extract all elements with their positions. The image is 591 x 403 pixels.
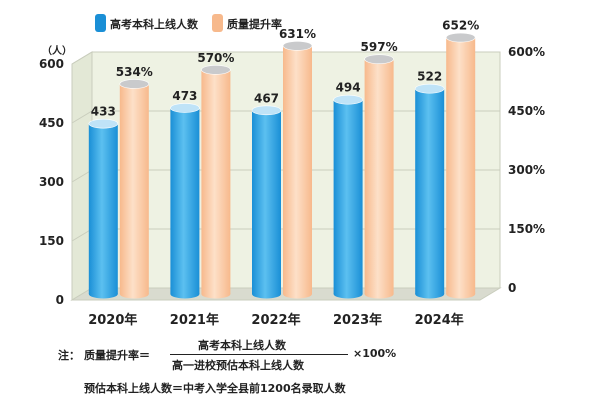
cylinder-top (201, 65, 231, 75)
cylinder-top (333, 94, 363, 105)
gridline (71, 110, 500, 124)
bar-1-rate (201, 65, 231, 299)
cylinder-body (364, 59, 394, 295)
legend-label-students: 高考本科上线人数 (110, 17, 199, 31)
cylinder-top (445, 32, 476, 43)
x-tick-label: 2024年 (415, 312, 464, 328)
cylinder-top (414, 83, 445, 94)
cylinder-top (251, 105, 282, 116)
formula-numerator: 高考本科上线人数 (198, 339, 286, 352)
left-tick-label: 150 (39, 234, 64, 248)
data-label-rate: 652% (442, 19, 479, 33)
left-tick-label: 300 (39, 175, 64, 189)
cylinder-top (88, 118, 119, 129)
bar-0-rate (119, 79, 150, 299)
data-label-students: 494 (336, 81, 361, 95)
cylinder-top (170, 103, 200, 113)
fraction-line (170, 354, 348, 355)
data-label-students: 467 (254, 91, 279, 105)
cylinder-body (252, 110, 281, 295)
bar-3-rate (364, 54, 394, 299)
right-tick-label: 0 (508, 281, 516, 295)
legend-label-rate: 质量提升率 (227, 17, 282, 31)
left-axis-unit: （人） (42, 44, 72, 57)
formula-lhs: 质量提升率＝ (84, 349, 150, 362)
cylinder-body (201, 69, 231, 294)
x-tick-label: 2021年 (170, 312, 219, 328)
bar-1-students (170, 103, 200, 299)
legend: 高考本科上线人数 质量提升率 (95, 14, 282, 32)
x-tick-label: 2020年 (88, 312, 137, 328)
cylinder-body (415, 88, 445, 295)
cylinder-body (119, 83, 149, 295)
cylinder-top (282, 41, 313, 51)
bar-4-students (414, 83, 445, 299)
right-tick-label: 450% (508, 104, 545, 118)
cylinder-body (170, 107, 200, 294)
data-label-rate: 534% (116, 65, 153, 79)
right-tick-label: 300% (508, 163, 545, 177)
bar-2-rate (282, 41, 313, 299)
data-label-rate: 597% (361, 40, 398, 54)
right-tick-label: 600% (508, 45, 545, 59)
left-tick-label: 450 (39, 116, 64, 130)
bar-0-students (88, 118, 119, 299)
formula-suffix: ×100% (353, 347, 397, 360)
cylinder-top (364, 54, 394, 64)
cylinder-top (119, 79, 150, 89)
data-label-rate: 631% (279, 27, 316, 41)
definition-note: 预估本科上线人数＝中考入学全县前1200名录取人数 (84, 382, 346, 395)
legend-swatch-students (95, 14, 106, 32)
note-prefix: 注： (58, 349, 80, 362)
x-tick-label: 2022年 (251, 312, 300, 328)
left-tick-label: 0 (56, 293, 64, 307)
bar-4-rate (445, 32, 476, 299)
data-label-rate: 570% (197, 51, 234, 65)
formula-denominator: 高一进校预估本科上线人数 (172, 359, 304, 372)
data-label-students: 473 (172, 89, 197, 103)
cylinder-body (88, 123, 118, 294)
data-label-students: 522 (417, 70, 442, 84)
cylinder-body (333, 99, 363, 295)
bar-3-students (333, 94, 363, 299)
gridline (71, 51, 500, 65)
data-label-students: 433 (91, 105, 116, 119)
cylinder-body (283, 45, 312, 294)
left-tick-label: 600 (39, 57, 64, 71)
right-tick-label: 150% (508, 222, 545, 236)
cylinder-body (446, 37, 476, 295)
legend-swatch-rate (212, 14, 223, 32)
x-tick-label: 2023年 (333, 312, 382, 328)
bar-2-students (251, 105, 282, 299)
